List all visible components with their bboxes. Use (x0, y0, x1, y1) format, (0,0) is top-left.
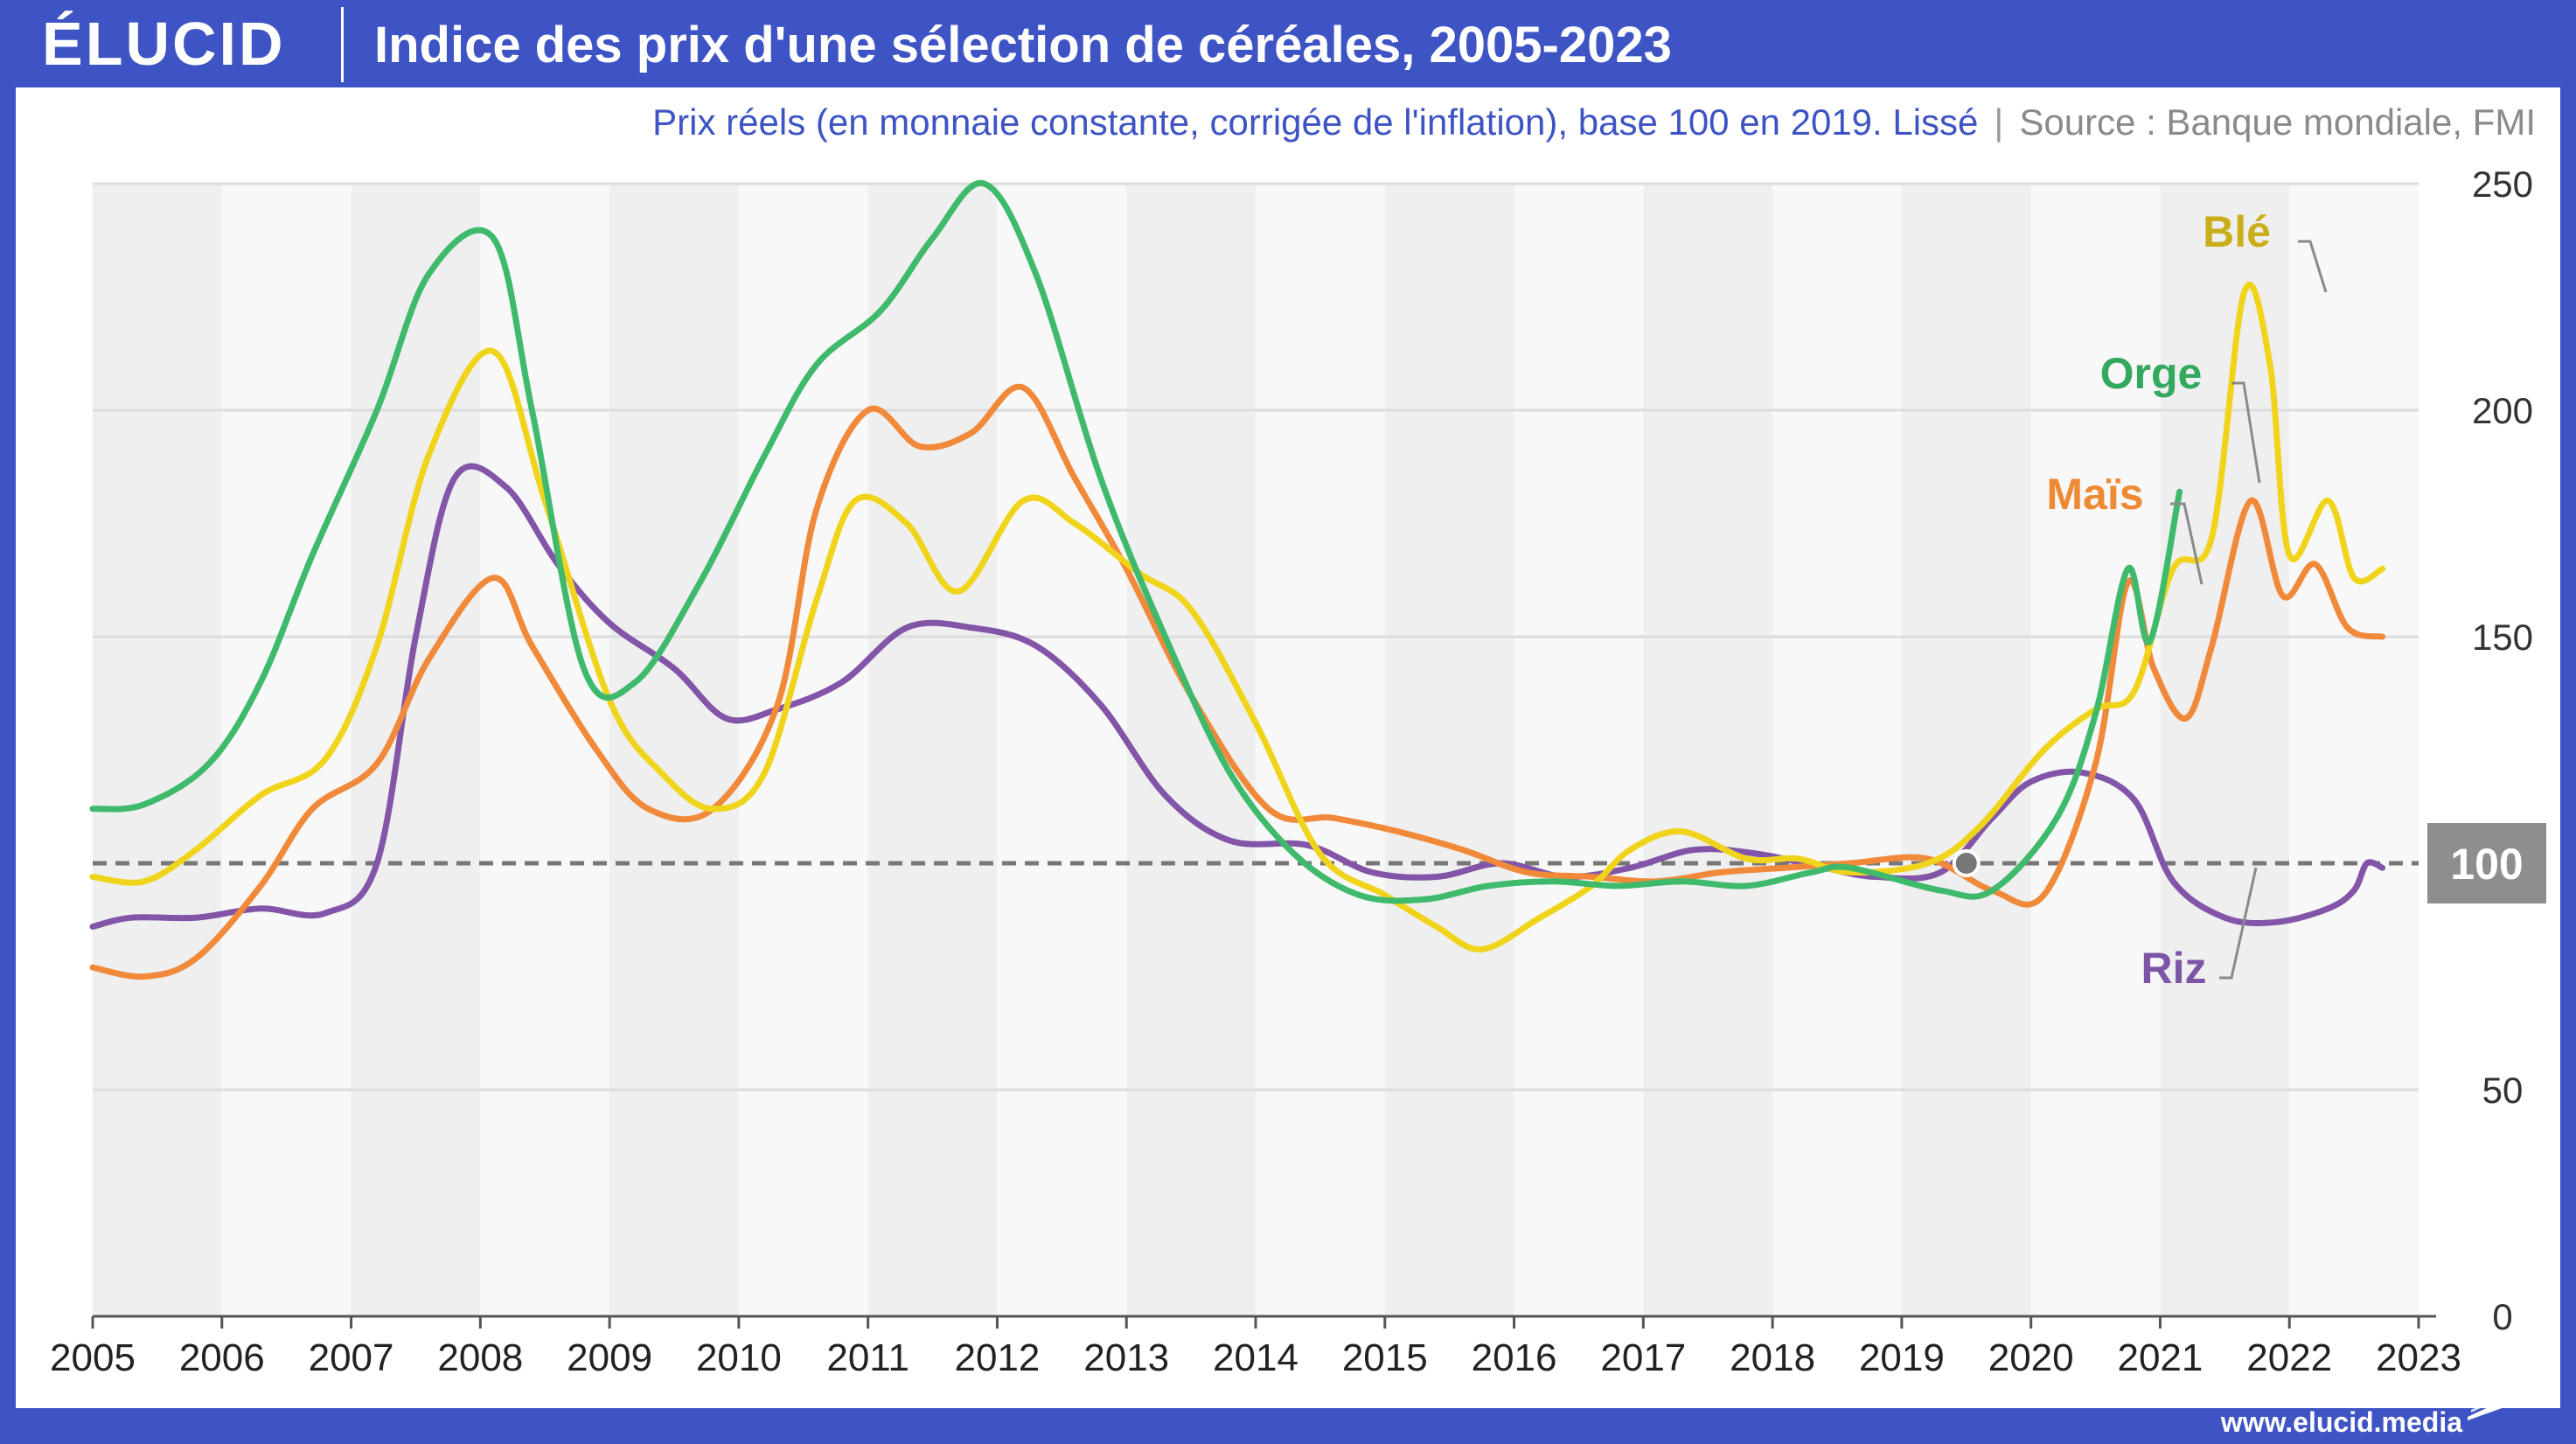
subtitle-separator: | (1994, 101, 2004, 143)
x-tick-label: 2022 (2246, 1336, 2332, 1379)
series-line-riz (89, 463, 2386, 930)
x-tick-label: 2019 (1859, 1336, 1945, 1379)
x-tick-label: 2017 (1600, 1336, 1686, 1379)
series-label-mais: Maïs (2046, 470, 2143, 519)
x-tick-label: 2018 (1730, 1336, 1815, 1379)
label-leader-orge (2231, 381, 2261, 484)
label-leader-mais (2170, 502, 2204, 585)
x-tick-label: 2006 (179, 1336, 265, 1379)
x-tick-label: 2009 (567, 1336, 652, 1379)
x-tick-label: 2010 (696, 1336, 782, 1379)
x-tick-label: 2007 (309, 1336, 394, 1379)
x-tick-label: 2012 (954, 1336, 1040, 1379)
series-line-ble (89, 282, 2386, 952)
y-tick-label: 200 (2472, 390, 2533, 431)
year-band (997, 184, 1127, 1316)
y-tick-label: 250 (2472, 164, 2533, 205)
year-band (1514, 184, 1644, 1316)
base-year-marker (1952, 849, 1981, 877)
year-band (480, 184, 610, 1316)
year-band (1384, 184, 1514, 1316)
year-band (1772, 184, 1902, 1316)
year-band (1126, 184, 1256, 1316)
reference-badge (2427, 823, 2546, 903)
year-band (867, 184, 998, 1316)
year-band (2289, 184, 2419, 1316)
reference-label: 100 (2450, 840, 2523, 889)
series-label-riz: Riz (2141, 944, 2207, 993)
footer-url[interactable]: www.elucid.media (2220, 1406, 2462, 1438)
year-band (1901, 184, 2031, 1316)
year-band (2160, 184, 2290, 1316)
logo-divider (341, 7, 344, 82)
x-tick-label: 2016 (1472, 1336, 1557, 1379)
y-tick-label: 150 (2472, 617, 2533, 658)
y-tick-label: 50 (2482, 1070, 2524, 1111)
x-tick-label: 2013 (1083, 1336, 1169, 1379)
chart-title: Indice des prix d'une sélection de céréa… (374, 17, 1672, 73)
x-tick-label: 2015 (1342, 1336, 1428, 1379)
chart-subtitle-line: Prix réels (en monnaie constante, corrig… (652, 98, 2536, 147)
x-tick-label: 2014 (1213, 1336, 1298, 1379)
year-band (1256, 184, 1385, 1316)
chart-subtitle: Prix réels (en monnaie constante, corrig… (652, 101, 1979, 143)
series-label-orge: Orge (2100, 349, 2203, 398)
header-bar: ÉLUCID Indice des prix d'une sélection d… (0, 0, 2576, 87)
series-line-orge (89, 179, 2183, 904)
elucid-mark-icon (2468, 1387, 2517, 1420)
year-band (1643, 184, 1773, 1316)
year-band (93, 184, 222, 1316)
year-band (351, 184, 481, 1316)
x-tick-label: 2020 (1988, 1336, 2074, 1379)
x-tick-label: 2008 (437, 1336, 523, 1379)
x-tick-label: 2011 (826, 1336, 909, 1379)
chart-source: Source : Banque mondiale, FMI (2019, 101, 2536, 143)
x-tick-label: 2021 (2117, 1336, 2203, 1379)
x-tick-label: 2023 (2376, 1336, 2461, 1379)
label-leader-riz (2219, 867, 2258, 980)
elucid-logo: ÉLUCID (42, 10, 286, 78)
year-band (2030, 184, 2161, 1316)
year-band (609, 184, 739, 1316)
x-tick-label: 2005 (50, 1336, 136, 1379)
label-leader-ble (2298, 240, 2328, 293)
y-tick-label: 0 (2492, 1296, 2512, 1337)
series-label-ble: Blé (2203, 207, 2271, 256)
